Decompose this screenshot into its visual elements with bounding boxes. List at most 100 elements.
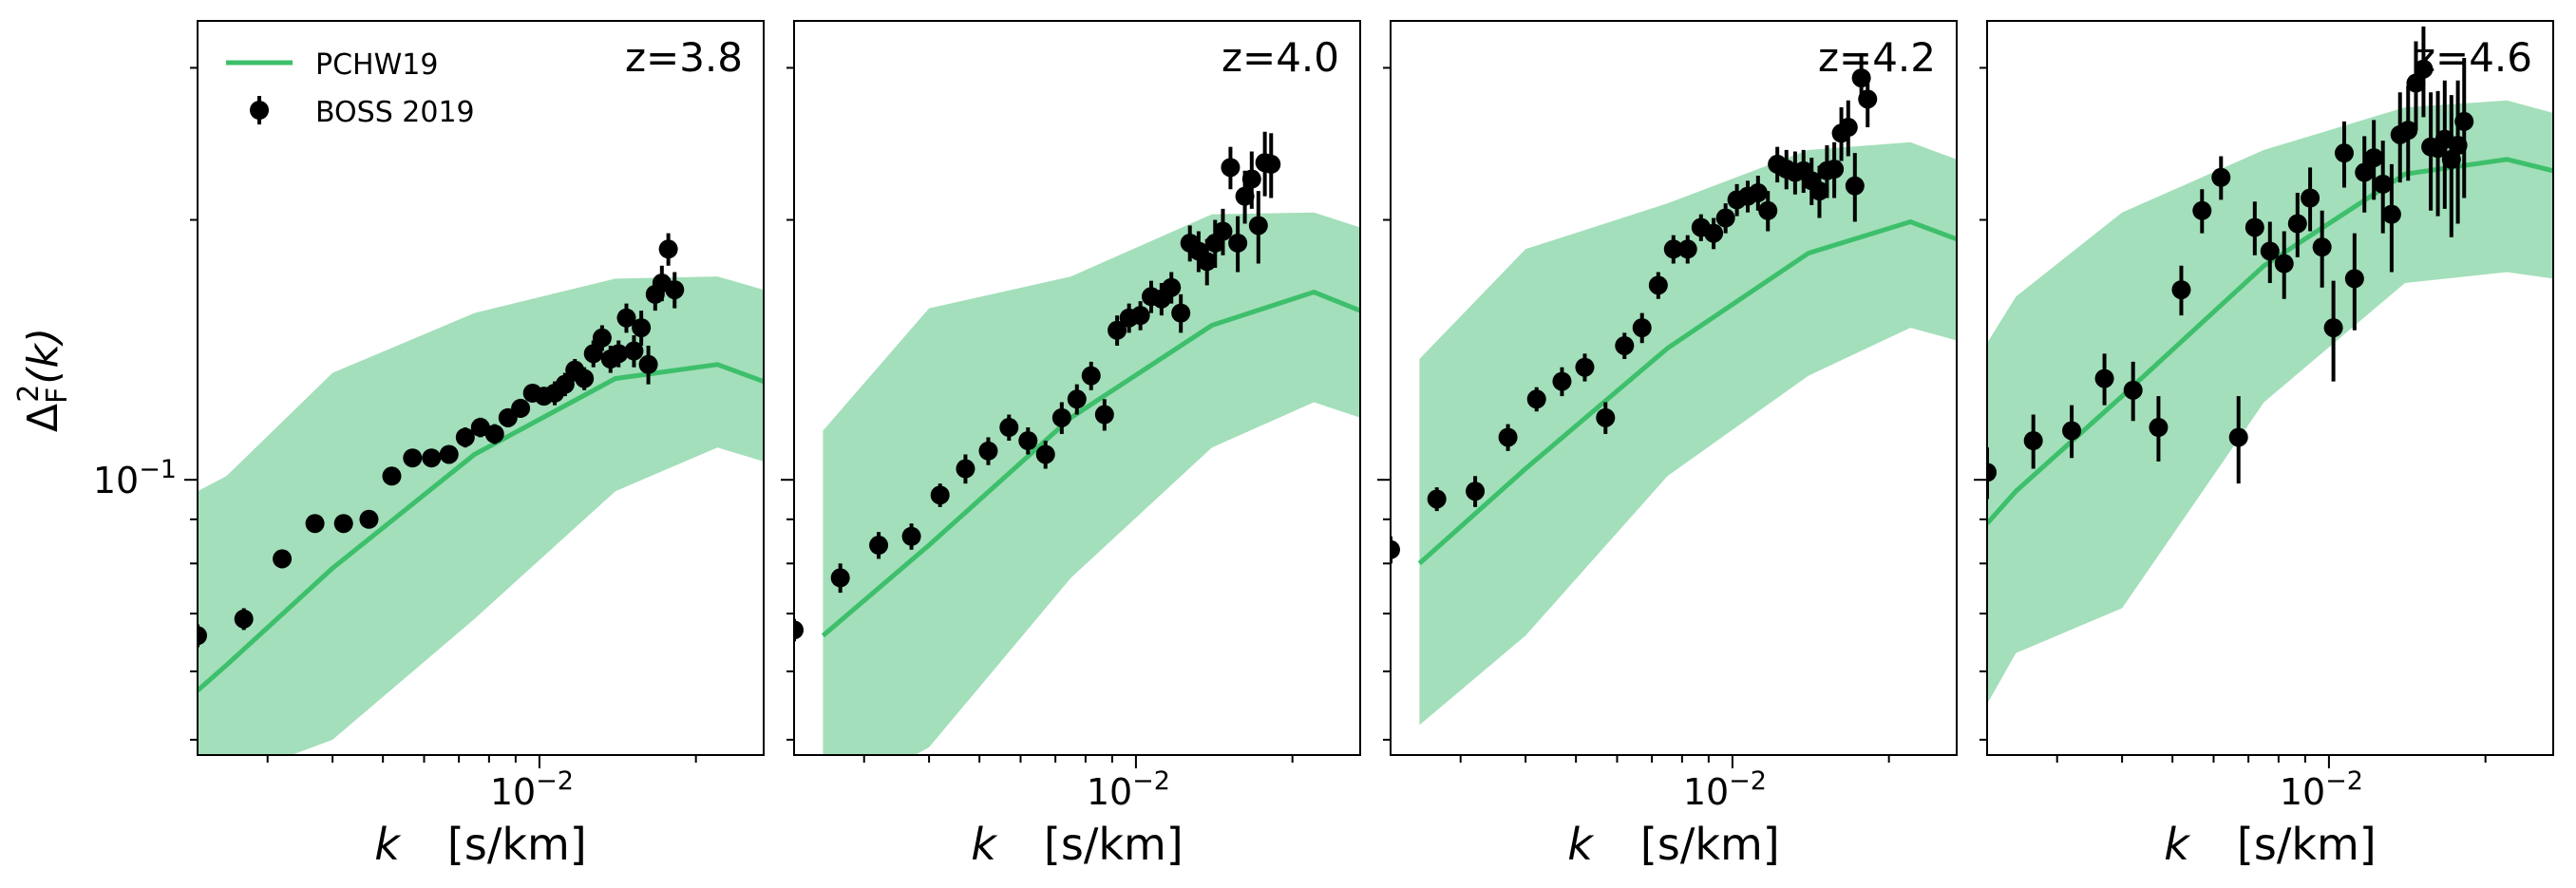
y-tick-exp: −1 xyxy=(139,455,177,484)
data-point xyxy=(1715,208,1735,228)
data-point xyxy=(1498,427,1518,447)
x-tick-base: 10 xyxy=(490,771,536,813)
data-point xyxy=(1171,303,1191,323)
data-point xyxy=(1552,371,1572,391)
model-line xyxy=(821,289,1360,638)
x-axis-label-var: k xyxy=(971,819,998,870)
x-axis-label-unit: [s/km] xyxy=(2237,819,2377,870)
data-point xyxy=(2344,269,2364,289)
data-point xyxy=(1035,444,1055,464)
data-point xyxy=(2355,162,2375,182)
x-tick-exp: −2 xyxy=(2325,766,2363,796)
data-point xyxy=(2406,73,2426,93)
data-point xyxy=(1845,176,1865,196)
data-point xyxy=(359,509,379,529)
data-point xyxy=(1067,389,1087,409)
data-point xyxy=(1575,357,1595,377)
x-tick-exp: −2 xyxy=(536,766,574,796)
model-band xyxy=(1419,142,1957,726)
data-point xyxy=(632,318,652,338)
data-point xyxy=(1261,154,1281,174)
panels-group: 10−110−2k [s/km]z=3.810−2k [s/km]z=4.010−2… xyxy=(93,20,2554,870)
panel-redshift-label: z=3.8 xyxy=(625,34,743,81)
x-tick-base: 10 xyxy=(1087,771,1132,813)
panel-redshift-label: z=4.6 xyxy=(2415,34,2532,81)
data-point xyxy=(830,568,850,588)
x-axis-label: k [s/km] xyxy=(971,819,1183,870)
data-point xyxy=(1051,407,1071,427)
data-point xyxy=(2373,174,2393,194)
data-point xyxy=(1081,366,1101,386)
data-point xyxy=(1758,200,1778,220)
legend-model-label: PCHW19 xyxy=(315,48,438,82)
data-point xyxy=(2398,121,2418,141)
y-axis-label: ΔF2(k) xyxy=(12,328,74,432)
data-point xyxy=(901,526,921,546)
legend-data-marker xyxy=(250,101,269,120)
y-axis-label-main: Δ xyxy=(19,404,67,432)
data-point xyxy=(2192,200,2212,220)
data-point xyxy=(1248,216,1268,236)
x-axis-label-unit: [s/km] xyxy=(1640,819,1780,870)
data-point xyxy=(1235,186,1255,206)
x-tick-exp: −2 xyxy=(1132,766,1170,796)
data-point xyxy=(198,626,207,646)
data-point xyxy=(555,374,575,394)
data-point xyxy=(2312,237,2332,257)
data-point xyxy=(1858,89,1878,109)
model-line xyxy=(198,362,764,692)
data-point xyxy=(999,418,1019,438)
data-point xyxy=(1108,320,1127,340)
x-tick-exp: −2 xyxy=(1729,766,1767,796)
data-point xyxy=(2228,427,2248,447)
data-point xyxy=(470,418,490,438)
data-point xyxy=(511,398,531,418)
panel-frame xyxy=(197,20,765,756)
data-point xyxy=(2260,241,2280,261)
data-point xyxy=(956,459,975,479)
data-point xyxy=(2062,421,2082,441)
data-point xyxy=(382,466,402,486)
x-tick-label: 10−2 xyxy=(490,766,574,813)
plot-area xyxy=(198,233,764,755)
model-band xyxy=(823,212,1360,755)
y-axis-label-sup: 2 xyxy=(12,385,46,403)
data-point xyxy=(1221,158,1241,178)
data-point xyxy=(2323,318,2343,338)
model-line xyxy=(1987,157,2553,525)
x-axis-label-var: k xyxy=(1567,819,1595,870)
y-tick-base: 10 xyxy=(93,460,139,501)
panel-redshift-label: z=4.0 xyxy=(1222,34,1339,81)
data-point xyxy=(305,514,325,534)
x-axis-label-unit: [s/km] xyxy=(1044,819,1184,870)
data-point xyxy=(1704,223,1724,243)
panel-frame xyxy=(1986,20,2554,756)
data-point xyxy=(1162,277,1182,297)
x-axis-label-unit: [s/km] xyxy=(447,819,587,870)
data-point xyxy=(1391,539,1400,559)
data-point xyxy=(1663,239,1683,259)
data-point xyxy=(1466,482,1486,501)
data-point xyxy=(2274,254,2294,274)
data-point xyxy=(1018,430,1038,450)
data-point xyxy=(2149,418,2169,438)
y-axis-label-sub: F xyxy=(41,387,74,404)
data-point xyxy=(1838,118,1858,138)
data-point xyxy=(484,424,504,444)
x-tick-base: 10 xyxy=(1683,771,1729,813)
x-tick-label: 10−2 xyxy=(1683,766,1767,813)
model-band xyxy=(1987,100,2553,705)
plot-area xyxy=(1391,52,1957,726)
data-point xyxy=(2211,167,2231,187)
data-point xyxy=(422,448,442,468)
data-point xyxy=(2301,188,2320,208)
model-band xyxy=(198,276,764,755)
data-point xyxy=(794,620,804,640)
panel-3: 10−2 k [s/km] z=4.2 xyxy=(1377,20,1958,870)
data-point xyxy=(2094,368,2114,388)
data-point xyxy=(592,328,612,348)
data-point xyxy=(333,514,353,534)
data-point xyxy=(1809,181,1829,201)
x-axis-label: k [s/km] xyxy=(2164,819,2376,870)
panel-redshift-label: z=4.2 xyxy=(1818,34,1936,81)
